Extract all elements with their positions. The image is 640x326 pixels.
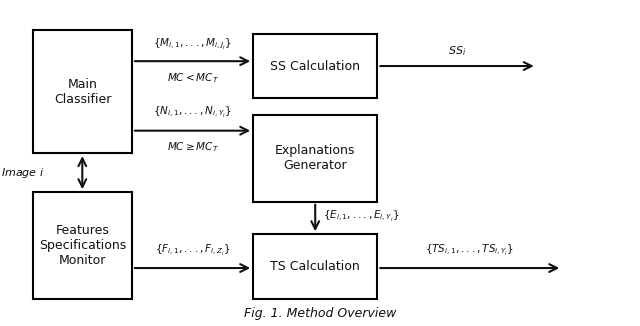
Text: $SS_i$: $SS_i$ — [448, 44, 466, 58]
FancyBboxPatch shape — [253, 234, 378, 299]
Text: SS Calculation: SS Calculation — [270, 60, 360, 72]
Text: Image $i$: Image $i$ — [1, 166, 45, 180]
Text: TS Calculation: TS Calculation — [270, 260, 360, 273]
Text: $\{E_{i,1},...,E_{i,Y_i}\}$: $\{E_{i,1},...,E_{i,Y_i}\}$ — [323, 209, 399, 224]
Text: Explanations
Generator: Explanations Generator — [275, 144, 355, 172]
Text: Features
Specifications
Monitor: Features Specifications Monitor — [39, 224, 126, 267]
Text: $MC < MC_T$: $MC < MC_T$ — [166, 71, 219, 85]
FancyBboxPatch shape — [33, 30, 132, 153]
Text: $\{F_{i,1},...,F_{i,Z_i}\}$: $\{F_{i,1},...,F_{i,Z_i}\}$ — [155, 243, 230, 258]
FancyBboxPatch shape — [33, 192, 132, 299]
FancyBboxPatch shape — [253, 34, 378, 98]
Text: $\{TS_{i,1},...,TS_{i,Y_i}\}$: $\{TS_{i,1},...,TS_{i,Y_i}\}$ — [425, 243, 515, 258]
Text: $\{M_{i,1},...,M_{i,J_i}\}$: $\{M_{i,1},...,M_{i,J_i}\}$ — [153, 37, 232, 52]
Text: Main
Classifier: Main Classifier — [54, 78, 111, 106]
Text: $MC \geq MC_T$: $MC \geq MC_T$ — [166, 140, 219, 154]
Text: $\{N_{i,1},...,N_{i,Y_i}\}$: $\{N_{i,1},...,N_{i,Y_i}\}$ — [153, 105, 232, 120]
Text: Fig. 1. Method Overview: Fig. 1. Method Overview — [244, 307, 396, 320]
FancyBboxPatch shape — [253, 114, 378, 202]
